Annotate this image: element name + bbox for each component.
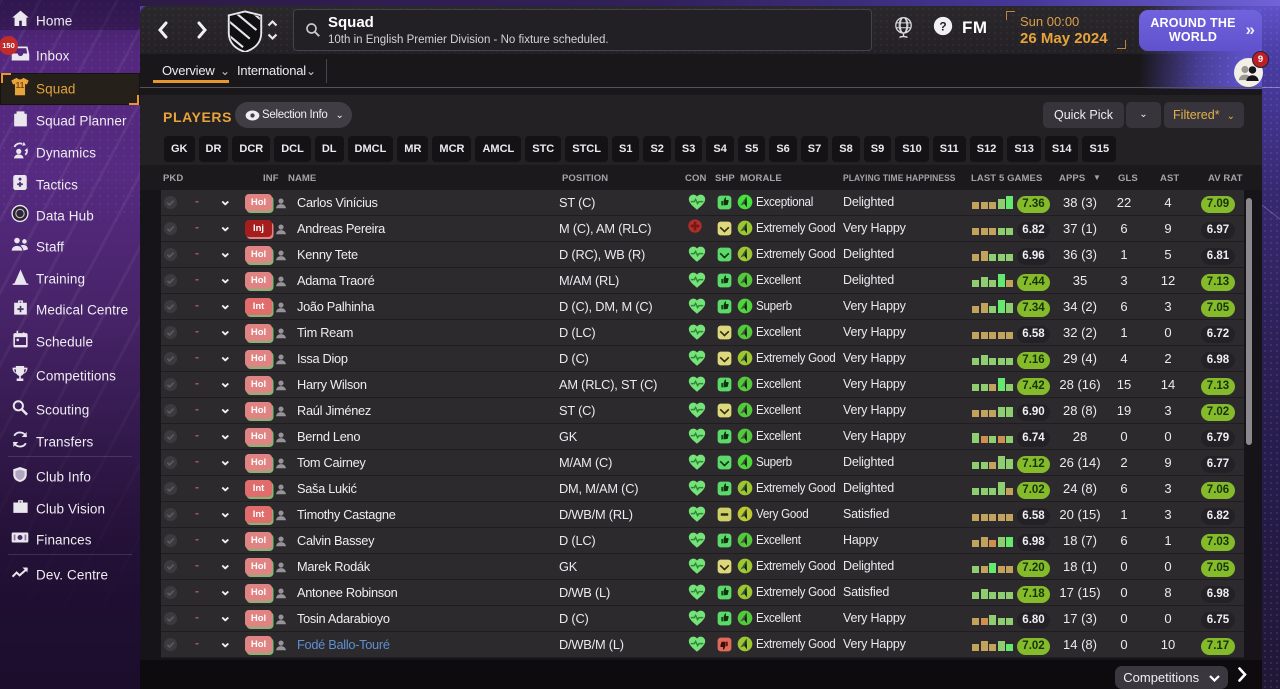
svg-text:11: 11 (16, 81, 25, 90)
svg-text:?: ? (939, 20, 946, 34)
